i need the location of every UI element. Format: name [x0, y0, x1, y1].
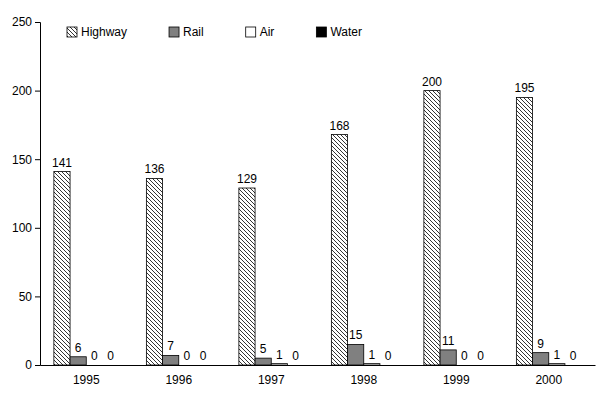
legend-item: Rail	[169, 25, 204, 39]
data-label: 0	[570, 349, 577, 363]
tick: 1998	[350, 373, 377, 387]
data-label: 7	[167, 339, 174, 353]
tick-label: 1996	[165, 373, 192, 387]
tick-label: 1997	[258, 373, 285, 387]
data-label: 168	[329, 119, 349, 133]
legend-item: Air	[246, 25, 275, 39]
x-axis: 1995 1996 1997 1998 1999 2000	[41, 366, 596, 387]
chart: 1411361291682001956751511900110100000005…	[0, 0, 601, 401]
axis-line	[41, 365, 596, 366]
data-label: 0	[200, 349, 207, 363]
data-label: 0	[292, 349, 299, 363]
legend-swatch	[67, 27, 77, 37]
data-label: 0	[184, 349, 191, 363]
bar	[533, 353, 549, 365]
plot: 1411361291682001956751511900110100000005…	[12, 15, 596, 386]
bar	[102, 365, 118, 366]
tick-mark	[35, 159, 40, 160]
data-label: 0	[477, 349, 484, 363]
data-labels: 14113612916820019567515119001101000000	[52, 75, 577, 363]
bar	[516, 97, 532, 365]
data-label: 0	[91, 349, 98, 363]
bar	[146, 178, 162, 365]
data-label: 200	[422, 75, 442, 89]
bar	[239, 188, 255, 365]
data-label: 15	[349, 328, 363, 342]
tick: 50	[19, 290, 40, 304]
tick: 1996	[165, 373, 192, 387]
data-label: 1	[369, 348, 376, 362]
bar	[86, 365, 102, 366]
legend-item: Highway	[67, 25, 127, 39]
bar	[331, 135, 347, 365]
data-label: 141	[52, 156, 72, 170]
tick-label: 50	[19, 290, 33, 304]
tick-label: 2000	[535, 373, 562, 387]
tick-label: 100	[12, 221, 32, 235]
y-axis: 0 50 100 150 200 250	[12, 15, 41, 372]
legend-label: Rail	[183, 25, 204, 39]
tick-mark	[35, 296, 40, 297]
data-label: 1	[554, 348, 561, 362]
data-label: 5	[260, 342, 267, 356]
legend: Highway Rail Air Water	[67, 25, 362, 39]
bar	[364, 364, 380, 365]
bar	[271, 364, 287, 365]
tick: 100	[12, 221, 40, 235]
legend-item: Water	[316, 25, 362, 39]
tick: 1995	[73, 373, 100, 387]
data-label: 0	[461, 349, 468, 363]
legend-swatch	[316, 27, 326, 37]
tick-label: 250	[12, 15, 32, 29]
tick-label: 1999	[443, 373, 470, 387]
legend-label: Air	[260, 25, 275, 39]
bar	[348, 344, 364, 365]
data-label: 11	[442, 334, 455, 348]
data-label: 0	[385, 349, 392, 363]
bar	[195, 365, 211, 366]
bar	[255, 358, 271, 365]
tick: 1997	[258, 373, 285, 387]
data-label: 1	[276, 348, 283, 362]
legend-label: Water	[330, 25, 362, 39]
tick-label: 200	[12, 84, 32, 98]
data-label: 0	[107, 349, 114, 363]
tick-mark	[35, 228, 40, 229]
data-label: 9	[537, 337, 544, 351]
data-label: 6	[75, 341, 82, 355]
data-label: 136	[144, 162, 164, 176]
bar	[70, 357, 86, 365]
bar	[424, 91, 440, 365]
bars	[54, 91, 565, 365]
bar	[54, 172, 70, 365]
tick: 0	[25, 358, 40, 372]
tick-mark	[35, 91, 40, 92]
data-label: 195	[514, 81, 534, 95]
tick-label: 150	[12, 153, 32, 167]
axis-line	[35, 23, 41, 366]
tick-mark	[35, 365, 40, 366]
tick: 2000	[535, 373, 562, 387]
bar	[440, 350, 456, 365]
tick: 1999	[443, 373, 470, 387]
bar	[549, 364, 565, 365]
legend-swatch	[169, 27, 179, 37]
tick: 200	[12, 84, 40, 98]
data-label: 129	[237, 172, 257, 186]
legend-swatch	[246, 27, 256, 37]
bar	[472, 365, 488, 366]
bar	[380, 365, 396, 366]
bar	[565, 365, 581, 366]
tick: 250	[12, 15, 40, 29]
bar	[163, 355, 179, 365]
bar	[456, 365, 472, 366]
tick: 150	[12, 153, 40, 167]
tick-label: 1995	[73, 373, 100, 387]
tick-mark	[35, 22, 40, 23]
tick-label: 0	[25, 358, 32, 372]
tick-label: 1998	[350, 373, 377, 387]
bar	[287, 365, 303, 366]
legend-label: Highway	[81, 25, 127, 39]
bar	[179, 365, 195, 366]
